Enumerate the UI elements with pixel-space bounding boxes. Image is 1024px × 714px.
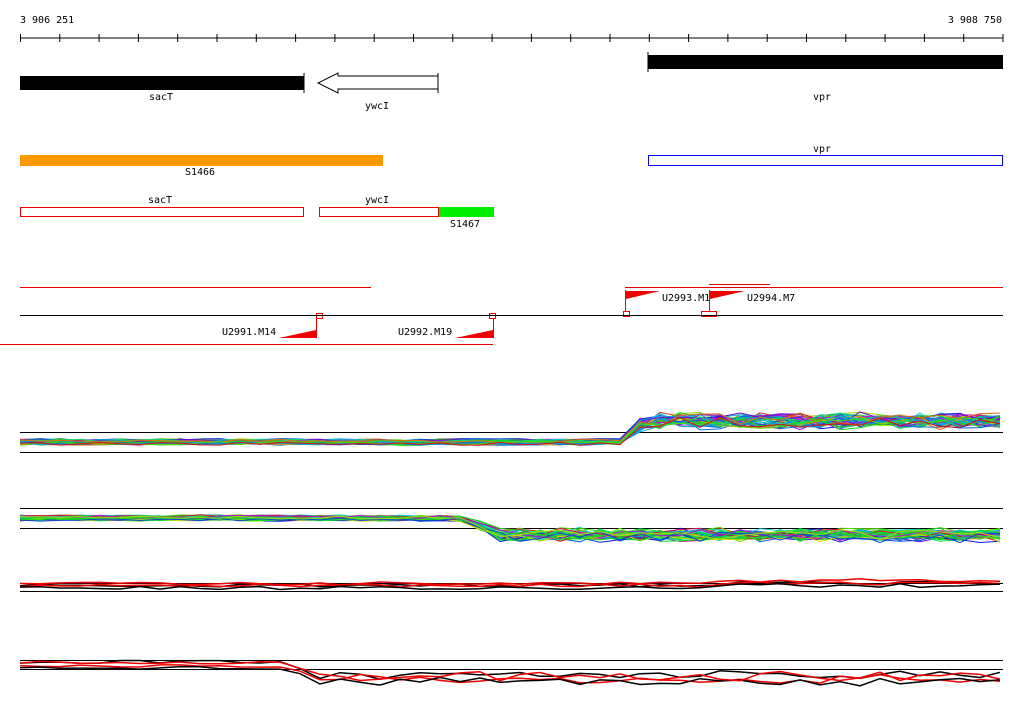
gene-label: ywcI [365, 101, 389, 112]
trace [19, 665, 1001, 687]
trace [19, 416, 1001, 446]
marker-site [623, 311, 630, 317]
gene-label: vpr [813, 92, 831, 103]
expression-traces [19, 411, 1003, 687]
segment [20, 155, 383, 166]
flag [626, 291, 660, 299]
ruler-start: 3 906 251 [20, 15, 74, 26]
trace [19, 412, 1001, 443]
transcript [319, 207, 439, 217]
gene-label: sacT [149, 92, 173, 103]
gene [648, 55, 1003, 69]
segment [648, 155, 1003, 166]
flag [710, 291, 745, 299]
marker-flags [279, 290, 745, 338]
flag [279, 330, 316, 338]
gene [20, 76, 304, 90]
transcript-label: S1467 [450, 219, 480, 230]
trace [19, 415, 1001, 444]
transcript [439, 207, 494, 217]
trace [20, 515, 1001, 541]
trace [19, 664, 1001, 684]
trace [19, 412, 1001, 443]
trace [19, 416, 1001, 446]
trace [19, 411, 1001, 443]
segment-label: S1466 [185, 167, 215, 178]
transcript [20, 207, 304, 217]
trace [19, 582, 1001, 591]
flag [455, 330, 493, 338]
gene-arrow [316, 72, 439, 94]
marker-label: U2992.M19 [398, 327, 452, 338]
marker-track [0, 284, 1003, 345]
trace [19, 412, 1001, 442]
trace [19, 660, 1001, 682]
transcript-label: sacT [148, 195, 172, 206]
trace [19, 659, 1001, 680]
marker-label: U2991.M14 [222, 327, 276, 338]
trace [19, 412, 1001, 443]
trace [19, 517, 1001, 544]
trace [19, 578, 1001, 586]
ruler [20, 34, 1004, 42]
trace [19, 581, 1001, 588]
marker-label: U2994.M7 [747, 293, 795, 304]
marker-label: U2993.M1 [662, 293, 710, 304]
ruler-end: 3 908 750 [948, 15, 1002, 26]
transcript-label: ywcI [365, 195, 389, 206]
trace [19, 517, 1001, 542]
segment-label: vpr [813, 144, 831, 155]
